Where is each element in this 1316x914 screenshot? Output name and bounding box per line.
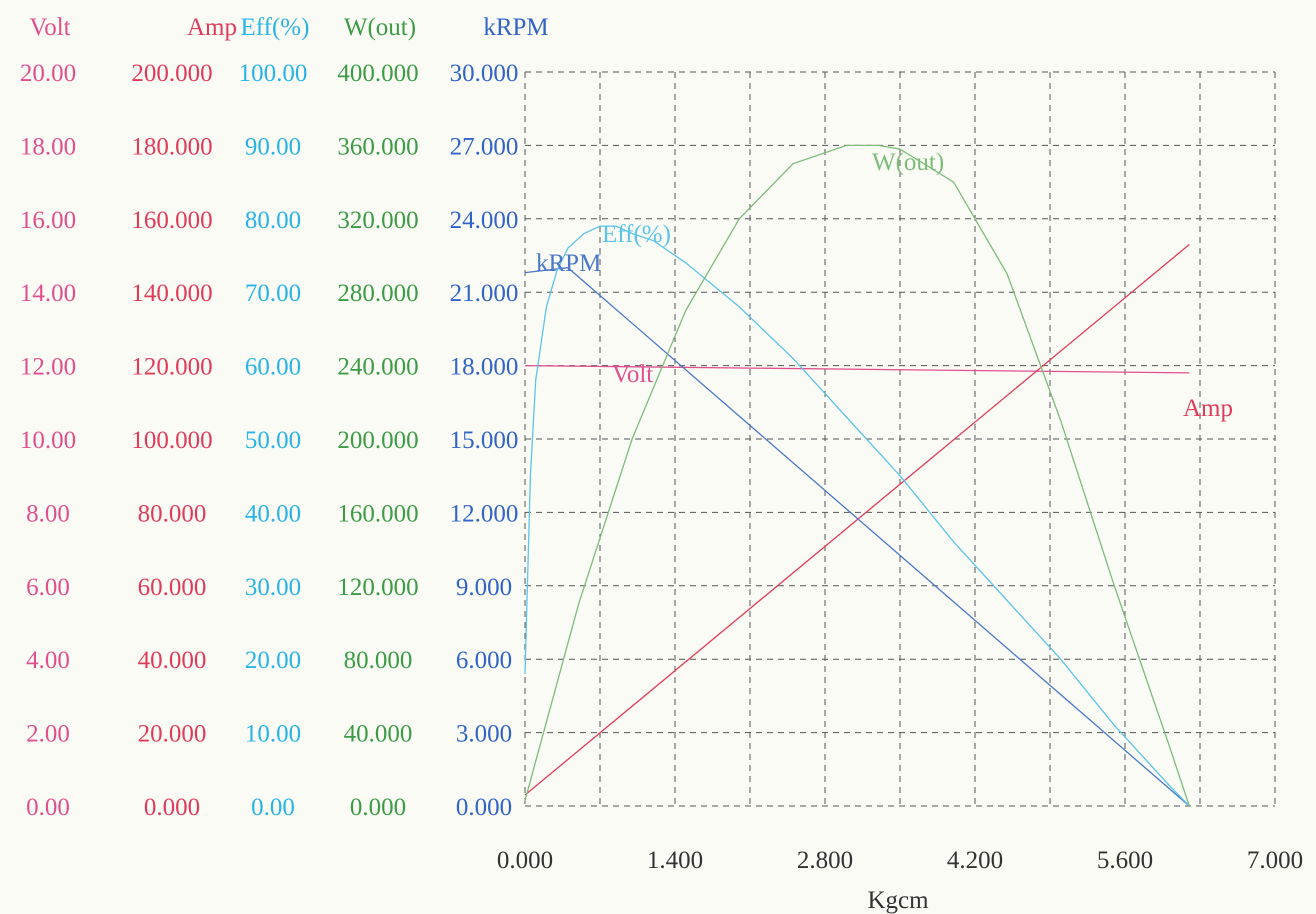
eff-tick-label: 100.00 [239,60,308,87]
eff-tick-label: 60.00 [245,354,301,381]
x-tick-label: 0.000 [497,847,553,874]
eff-tick-label: 90.00 [245,133,301,160]
wout-tick-label: 240.000 [337,354,418,381]
eff-tick-label: 70.00 [245,280,301,307]
amp-tick-label: 20.000 [138,721,207,748]
eff-tick-label: 0.00 [251,794,295,821]
curve-label: Volt [612,361,653,388]
krpm-tick-label: 12.000 [450,500,519,527]
krpm-tick-label: 3.000 [456,721,512,748]
volt-tick-label: 6.00 [26,574,70,601]
curve-label: W(out) [872,149,944,176]
krpm-tick-label: 15.000 [450,427,519,454]
krpm-tick-label: 0.000 [456,794,512,821]
krpm-tick-label: 18.000 [450,354,519,381]
wout-tick-label: 320.000 [337,207,418,234]
krpm-tick-label: 6.000 [456,647,512,674]
amp-tick-label: 180.000 [131,133,212,160]
volt-tick-label: 4.00 [26,647,70,674]
series-lines [524,144,1190,807]
curve-label: kRPM [536,250,601,277]
amp-tick-label: 120.000 [131,354,212,381]
krpm-tick-label: 21.000 [450,280,519,307]
krpm-series-line [524,267,1190,807]
x-tick-label: 1.400 [647,847,703,874]
wout-tick-label: 0.000 [350,794,406,821]
volt-tick-label: 20.00 [20,60,76,87]
chart-grid [524,71,1276,807]
y-axes: Volt 20.00 18.00 16.00 14.00 12.00 10.00 8.00 6.… [20,14,549,821]
volt-tick-label: 14.00 [20,280,76,307]
amp-tick-label: 80.000 [138,500,207,527]
krpm-tick-label: 24.000 [450,207,519,234]
volt-tick-label: 0.00 [26,794,70,821]
x-tick-label: 5.600 [1097,847,1153,874]
wout-tick-label: 400.000 [337,60,418,87]
wout-tick-label: 80.000 [344,647,413,674]
eff-tick-label: 10.00 [245,721,301,748]
x-tick-label: 2.800 [797,847,853,874]
wout-tick-label: 200.000 [337,427,418,454]
volt-tick-label: 2.00 [26,721,70,748]
wout-tick-label: 280.000 [337,280,418,307]
wout-tick-label: 120.000 [337,574,418,601]
amp-tick-label: 60.000 [138,574,207,601]
amp-series-line [524,243,1190,796]
curve-label: Amp [1183,395,1233,422]
krpm-tick-label: 27.000 [450,133,519,160]
w-out-series-line [524,144,1190,807]
amp-tick-label: 0.000 [144,794,200,821]
volt-tick-label: 18.00 [20,133,76,160]
wout-tick-label: 40.000 [344,721,413,748]
amp-tick-label: 100.000 [131,427,212,454]
krpm-tick-label: 9.000 [456,574,512,601]
krpm-tick-label: 30.000 [450,60,519,87]
wout-tick-label: 360.000 [337,133,418,160]
volt-tick-label: 16.00 [20,207,76,234]
eff-tick-label: 50.00 [245,427,301,454]
curve-label: Eff(%) [602,221,671,248]
x-tick-label: 7.000 [1247,847,1303,874]
volt-axis-title: Volt [29,14,70,41]
eff-tick-label: 80.00 [245,207,301,234]
eff-tick-label: 40.00 [245,500,301,527]
x-tick-label: 4.200 [947,847,1003,874]
eff-axis-title: Eff(%) [241,14,310,41]
volt-tick-label: 8.00 [26,500,70,527]
x-axis-title: Kgcm [867,887,929,914]
wout-tick-label: 160.000 [337,500,418,527]
eff-tick-label: 20.00 [245,647,301,674]
eff-series-line [524,225,1190,807]
amp-tick-label: 140.000 [131,280,212,307]
amp-tick-label: 200.000 [131,60,212,87]
amp-tick-label: 40.000 [138,647,207,674]
curve-labels: W(out) Eff(%)kRPM Volt Amp [536,149,1233,422]
volt-tick-label: 10.00 [20,427,76,454]
wout-axis-title: W(out) [344,14,416,41]
volt-tick-label: 12.00 [20,354,76,381]
eff-tick-label: 30.00 [245,574,301,601]
krpm-axis-title: kRPM [483,14,548,41]
x-axis: 0.000 1.400 2.800 4.200 5.600 7.000 Kgcm [497,847,1303,914]
amp-axis-title: Amp [187,14,237,41]
amp-tick-label: 160.000 [131,207,212,234]
volt-series-line [524,364,1190,374]
